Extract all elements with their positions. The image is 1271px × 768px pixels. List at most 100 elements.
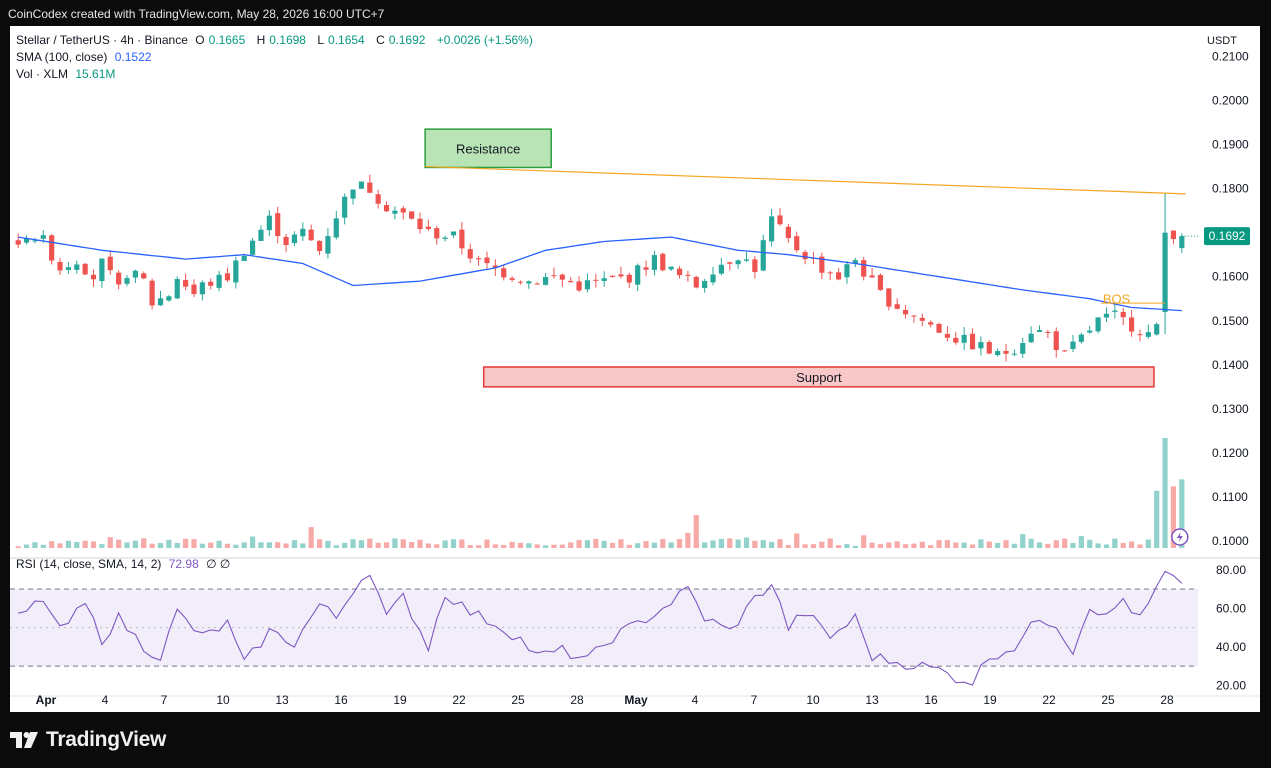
candle-body (258, 229, 264, 241)
volume-bar (718, 538, 724, 548)
candle-body (383, 205, 390, 212)
candle-body (434, 228, 440, 239)
volume-bar (526, 543, 532, 548)
candle-body (208, 281, 214, 286)
volume-bar (316, 539, 323, 548)
time-tick-label: 19 (983, 693, 997, 707)
currency-button[interactable]: USDT (1200, 32, 1244, 50)
volume-bar (752, 540, 758, 548)
volume-bar (333, 545, 339, 548)
volume-bar (978, 539, 984, 548)
volume-bar (568, 542, 574, 548)
candle-body (727, 262, 733, 264)
candle-body (57, 261, 63, 271)
candle-body (99, 258, 105, 282)
price-tick-label: 0.1000 (1212, 534, 1249, 548)
tradingview-logo-icon (10, 732, 38, 748)
candle-body (718, 264, 724, 274)
candle-body (442, 237, 448, 239)
volume-bar (902, 544, 909, 548)
candle-body (183, 279, 189, 287)
candle-body (275, 213, 281, 236)
candle-body (1053, 331, 1059, 351)
candle-body (367, 182, 373, 193)
volume-bar (1095, 543, 1101, 548)
candle-body (827, 272, 833, 274)
volume-bar (609, 542, 616, 548)
volume-bar (953, 542, 959, 548)
candle-body (283, 236, 289, 246)
volume-bar (626, 544, 632, 548)
candle-body (626, 274, 632, 283)
candle-body (643, 267, 649, 270)
candle-body (1062, 350, 1068, 352)
volume-bar (785, 544, 791, 548)
volume-bar (166, 539, 172, 548)
support-zone (482, 366, 1155, 388)
candle-body (651, 255, 658, 270)
volume-bar (861, 535, 867, 548)
volume-bar (995, 542, 1001, 548)
candle-body (1045, 331, 1051, 333)
volume-bar (342, 542, 348, 548)
candle-body (1087, 330, 1093, 333)
volume-bar (551, 544, 557, 548)
candle-body (358, 181, 365, 189)
volume-bar (668, 542, 674, 548)
time-tick-label: 28 (1160, 693, 1174, 707)
candle-body (743, 259, 750, 261)
top-caption: CoinCodex created with TradingView.com, … (8, 7, 385, 21)
volume-bar (702, 542, 708, 548)
volume-bar (467, 545, 473, 548)
candle-body (149, 280, 155, 306)
candle-body (409, 211, 415, 219)
chart-canvas[interactable]: 0.21000.20000.19000.18000.17000.16000.15… (10, 26, 1260, 712)
volume-bar (350, 539, 356, 548)
time-tick-label: 4 (102, 693, 109, 707)
volume-bar (124, 542, 130, 548)
rsi-tick-label: 40.00 (1216, 640, 1246, 654)
price-tick-label: 0.2000 (1212, 94, 1249, 108)
volume-bar (208, 542, 214, 548)
close-label: C (376, 33, 385, 47)
candle-body (568, 280, 574, 283)
time-tick-label: 22 (1042, 693, 1056, 707)
candle-body (769, 216, 775, 242)
candle-body (668, 266, 674, 270)
candle-body (333, 218, 339, 238)
volume-bar (735, 539, 741, 548)
candle-body (350, 189, 356, 199)
resistance-zone (424, 128, 552, 169)
volume-bar (911, 543, 917, 548)
candle-body (969, 333, 976, 350)
volume-bar (676, 539, 683, 548)
volume-bar (1045, 543, 1051, 548)
high-label: H (256, 33, 266, 47)
volume-bar (367, 538, 373, 548)
candle-body (241, 255, 247, 262)
candle-body (559, 274, 565, 280)
candle-body (166, 296, 172, 301)
volume-bar (710, 540, 716, 548)
candle-body (835, 272, 842, 280)
candle-body (492, 265, 498, 269)
resistance-label: Resistance (456, 141, 520, 156)
candle-body (107, 256, 113, 271)
rsi-extra: ∅ ∅ (206, 557, 231, 571)
candle-body (23, 238, 30, 243)
chart-panel[interactable]: 0.21000.20000.19000.18000.17000.16000.15… (10, 26, 1260, 712)
tradingview-logo[interactable]: TradingView (10, 728, 166, 752)
candle-body (90, 274, 97, 280)
candle-body (501, 268, 507, 278)
volume-bar (693, 515, 699, 548)
volume-bar (777, 539, 783, 548)
volume-bar (1162, 438, 1168, 548)
time-tick-label: 10 (216, 693, 230, 707)
candle-body (953, 337, 959, 343)
volume-bar (57, 543, 63, 548)
candle-body (132, 270, 138, 278)
price-tick-label: 0.1300 (1212, 402, 1249, 416)
candle-body (484, 257, 490, 264)
candle-body (593, 279, 599, 281)
volume-bar (819, 541, 825, 548)
